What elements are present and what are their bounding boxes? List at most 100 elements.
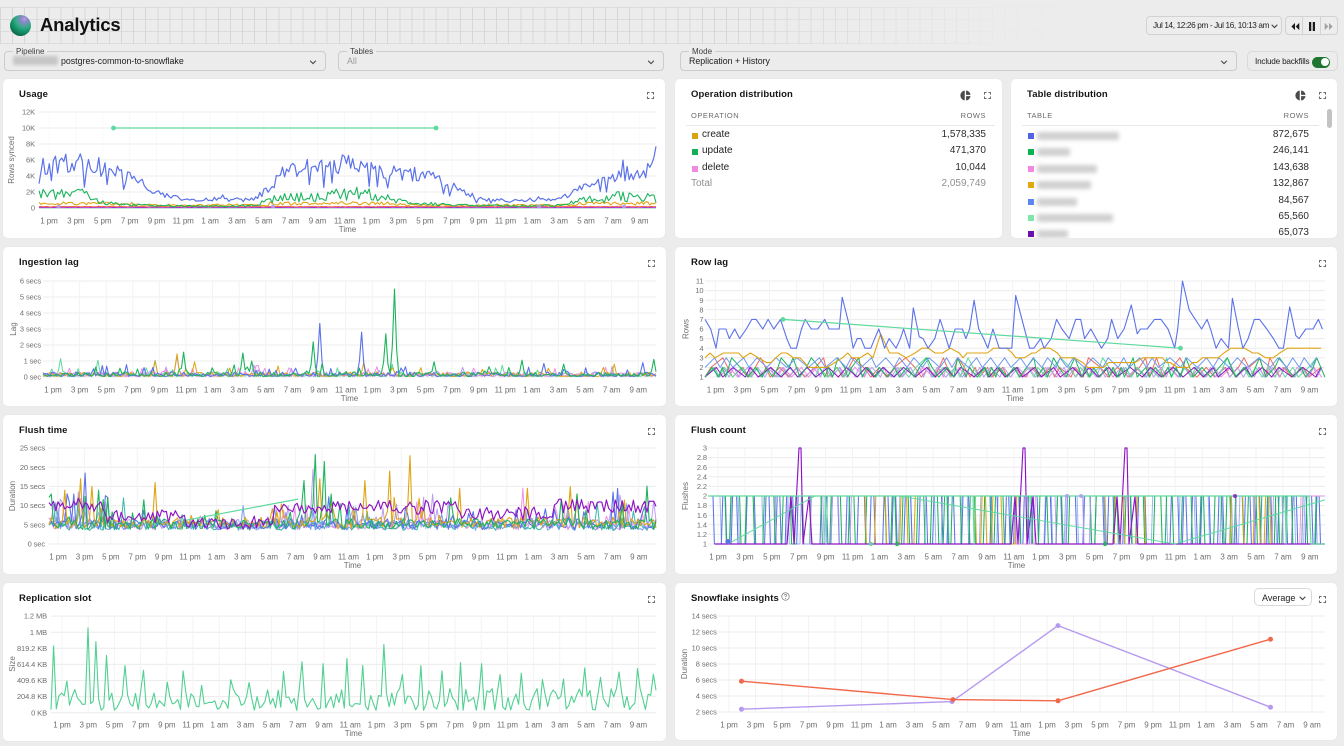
svg-text:5 pm: 5 pm (1085, 386, 1103, 395)
svg-text:11 am: 11 am (1010, 721, 1032, 730)
svg-text:4: 4 (699, 344, 703, 353)
svg-text:2.8: 2.8 (697, 453, 707, 462)
svg-text:7 pm: 7 pm (1118, 721, 1136, 730)
svg-text:1 pm: 1 pm (40, 217, 58, 226)
svg-text:2K: 2K (26, 188, 35, 197)
svg-text:1 pm: 1 pm (1031, 386, 1049, 395)
svg-text:5 am: 5 am (577, 553, 595, 562)
svg-text:9 am: 9 am (1301, 553, 1319, 562)
svg-text:7 am: 7 am (603, 386, 621, 395)
svg-text:15 secs: 15 secs (20, 482, 45, 491)
svg-text:7 pm: 7 pm (446, 721, 464, 730)
svg-text:2: 2 (699, 363, 703, 372)
svg-text:7 am: 7 am (287, 553, 305, 562)
svg-text:5 am: 5 am (576, 386, 594, 395)
svg-text:6K: 6K (26, 156, 35, 165)
svg-text:Time: Time (345, 729, 363, 738)
svg-text:3 pm: 3 pm (1065, 721, 1083, 730)
svg-text:9 am: 9 am (630, 553, 648, 562)
svg-text:614.4 KB: 614.4 KB (17, 660, 47, 669)
svg-text:9 pm: 9 pm (158, 721, 176, 730)
svg-text:7 pm: 7 pm (1113, 553, 1131, 562)
svg-text:5 am: 5 am (577, 721, 595, 730)
svg-text:5 am: 5 am (257, 386, 275, 395)
svg-text:7 pm: 7 pm (132, 721, 150, 730)
svg-text:7 pm: 7 pm (443, 217, 461, 226)
svg-text:3 am: 3 am (1220, 553, 1238, 562)
svg-text:1 pm: 1 pm (1038, 721, 1056, 730)
svg-text:0 KB: 0 KB (31, 708, 47, 717)
svg-text:5 pm: 5 pm (419, 553, 437, 562)
svg-text:5 pm: 5 pm (763, 553, 781, 562)
svg-text:5 pm: 5 pm (417, 386, 435, 395)
svg-text:2.2: 2.2 (697, 482, 707, 491)
svg-text:1 pm: 1 pm (1032, 553, 1050, 562)
svg-text:11: 11 (696, 277, 704, 286)
svg-text:3 am: 3 am (234, 553, 252, 562)
svg-text:12 secs: 12 secs (692, 628, 717, 637)
svg-text:7 am: 7 am (282, 217, 300, 226)
svg-text:7 am: 7 am (951, 553, 969, 562)
svg-text:5 pm: 5 pm (761, 386, 779, 395)
svg-text:11 pm: 11 pm (173, 217, 195, 226)
svg-text:2.6: 2.6 (697, 463, 707, 472)
svg-text:4 secs: 4 secs (696, 692, 717, 701)
svg-text:3 am: 3 am (231, 386, 249, 395)
svg-text:7 pm: 7 pm (129, 553, 147, 562)
svg-text:3 pm: 3 pm (1059, 553, 1077, 562)
svg-text:1: 1 (703, 540, 707, 549)
svg-text:9 pm: 9 pm (815, 386, 833, 395)
svg-text:Time: Time (344, 561, 362, 570)
svg-text:Time: Time (1013, 729, 1031, 738)
svg-text:1 pm: 1 pm (363, 217, 381, 226)
svg-text:7 am: 7 am (284, 386, 302, 395)
svg-text:14 secs: 14 secs (692, 612, 717, 621)
svg-text:3 pm: 3 pm (389, 217, 407, 226)
svg-text:Flushes: Flushes (681, 482, 690, 510)
svg-text:3 pm: 3 pm (67, 217, 85, 226)
svg-text:3 secs: 3 secs (20, 325, 41, 334)
svg-text:11 am: 11 am (338, 553, 360, 562)
svg-text:1 am: 1 am (1193, 386, 1211, 395)
svg-text:5 pm: 5 pm (102, 553, 120, 562)
svg-text:1 am: 1 am (1194, 553, 1212, 562)
svg-text:11 pm: 11 pm (175, 386, 197, 395)
svg-text:2 secs: 2 secs (20, 341, 41, 350)
svg-text:7 am: 7 am (604, 217, 622, 226)
svg-text:7 pm: 7 pm (121, 217, 139, 226)
svg-text:3: 3 (699, 353, 703, 362)
svg-text:1 MB: 1 MB (30, 628, 47, 637)
svg-text:10 secs: 10 secs (692, 644, 717, 653)
svg-text:Rows: Rows (682, 319, 691, 339)
svg-text:1 am: 1 am (1197, 721, 1215, 730)
svg-text:11 pm: 11 pm (182, 721, 204, 730)
svg-text:11 am: 11 am (334, 217, 356, 226)
svg-text:6: 6 (699, 325, 703, 334)
svg-text:409.6 KB: 409.6 KB (17, 676, 47, 685)
svg-text:5 am: 5 am (1247, 386, 1265, 395)
svg-text:1 am: 1 am (524, 217, 542, 226)
svg-text:Time: Time (1006, 394, 1024, 403)
svg-text:6 secs: 6 secs (20, 277, 41, 286)
svg-text:11 am: 11 am (335, 386, 357, 395)
svg-text:9 am: 9 am (631, 217, 649, 226)
svg-text:11 pm: 11 pm (842, 553, 864, 562)
svg-text:1 pm: 1 pm (364, 386, 382, 395)
svg-text:1 am: 1 am (523, 386, 541, 395)
svg-text:9 am: 9 am (977, 386, 995, 395)
svg-text:11 pm: 11 pm (497, 721, 519, 730)
svg-text:9 am: 9 am (1301, 386, 1319, 395)
svg-text:9 pm: 9 pm (1144, 721, 1162, 730)
svg-text:9 pm: 9 pm (473, 721, 491, 730)
svg-text:3 pm: 3 pm (394, 721, 412, 730)
svg-text:3 am: 3 am (228, 217, 246, 226)
svg-text:20 secs: 20 secs (20, 463, 45, 472)
svg-text:5 secs: 5 secs (20, 293, 41, 302)
svg-text:3 am: 3 am (1224, 721, 1242, 730)
svg-text:9 am: 9 am (978, 553, 996, 562)
svg-text:11 pm: 11 pm (495, 217, 517, 226)
svg-text:9 pm: 9 pm (155, 553, 173, 562)
svg-text:1 am: 1 am (869, 386, 887, 395)
svg-text:3 am: 3 am (898, 553, 916, 562)
svg-text:7 am: 7 am (289, 721, 307, 730)
